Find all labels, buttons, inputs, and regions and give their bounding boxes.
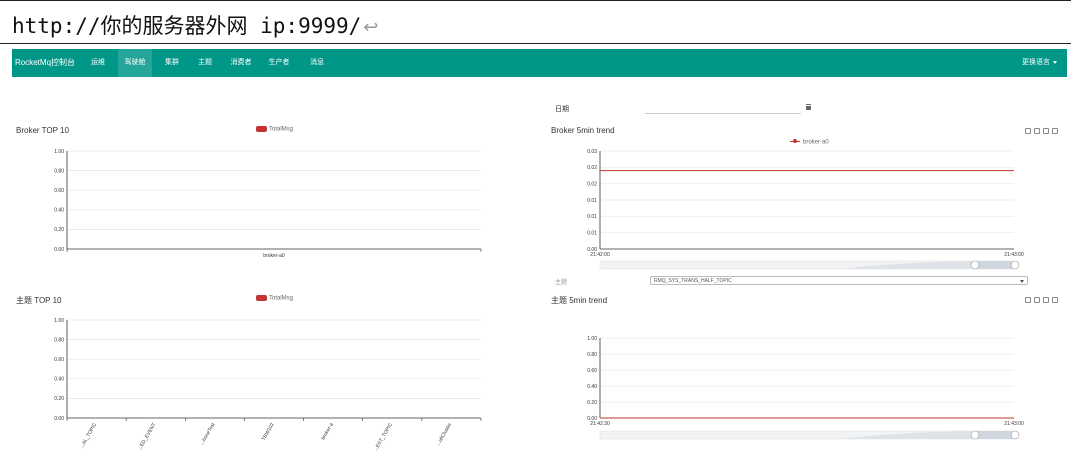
slider-selection bbox=[975, 431, 1015, 439]
x-tick-label: broker-a bbox=[320, 422, 335, 441]
x-tick-label: 21:42:00 bbox=[590, 252, 610, 258]
nav-item-topic[interactable]: 主题 bbox=[198, 59, 212, 66]
y-tick-label: 0.00 bbox=[54, 247, 64, 253]
x-tick-label: ...ED_EVENT bbox=[137, 422, 157, 451]
date-label: 日期 bbox=[555, 106, 569, 113]
x-tick-label: ...AL_TOPIC bbox=[79, 422, 99, 450]
return-icon: ↩ bbox=[363, 17, 379, 38]
x-tick-label: 21:43:00 bbox=[1004, 252, 1024, 258]
nav-item-message[interactable]: 消息 bbox=[310, 59, 324, 66]
zoom-reset-icon[interactable] bbox=[1034, 297, 1040, 303]
x-tick-label: 21:43:00 bbox=[1004, 421, 1024, 427]
x-tick-label: TBW102 bbox=[261, 422, 276, 442]
slider-handle-left bbox=[970, 260, 980, 270]
x-tick-label: 21:42:30 bbox=[590, 421, 610, 427]
y-tick-label: 0.02 bbox=[587, 181, 597, 187]
zoom-reset-icon[interactable] bbox=[1034, 128, 1040, 134]
url-value: http://你的服务器外网 ip:9999/ bbox=[12, 14, 362, 38]
y-tick-label: 0.40 bbox=[54, 377, 64, 383]
restore-icon[interactable] bbox=[1043, 128, 1049, 134]
legend-swatch bbox=[256, 295, 267, 301]
y-tick-label: 0.02 bbox=[587, 165, 597, 171]
broker-trend-legend[interactable]: broker-a0 bbox=[790, 139, 829, 146]
date-input[interactable] bbox=[645, 104, 801, 114]
slider-handle-right bbox=[1010, 260, 1020, 270]
url-text[interactable]: http://你的服务器外网 ip:9999/↩ bbox=[12, 10, 378, 40]
zoom-icon[interactable] bbox=[1025, 297, 1031, 303]
y-tick-label: 0.80 bbox=[587, 352, 597, 358]
y-tick-label: 0.01 bbox=[587, 230, 597, 236]
calendar-icon[interactable] bbox=[806, 104, 811, 110]
y-tick-label: 0.80 bbox=[54, 168, 64, 174]
broker-trend-title: Broker 5min trend bbox=[551, 126, 615, 135]
legend-label: TotalMsg bbox=[269, 126, 294, 133]
slider-preview bbox=[840, 431, 975, 439]
y-tick-label: 0.40 bbox=[587, 384, 597, 390]
url-bar[interactable]: http://你的服务器外网 ip:9999/↩ bbox=[0, 0, 1071, 44]
x-tick-label: ...honeTest bbox=[199, 421, 217, 446]
topic-select-label: 主题 bbox=[555, 280, 568, 286]
y-tick-label: 0.60 bbox=[54, 357, 64, 363]
y-tick-label: 1.00 bbox=[587, 336, 597, 342]
navbar: RocketMq控制台 运维 驾驶舱 集群 主题 消费者 生产者 消息 更换语言 bbox=[12, 49, 1067, 77]
download-icon[interactable] bbox=[1052, 297, 1058, 303]
nav-item-consumer[interactable]: 消费者 bbox=[230, 59, 252, 66]
chevron-down-icon bbox=[1020, 280, 1024, 283]
y-tick-label: 0.60 bbox=[54, 188, 64, 194]
chart-toolbox bbox=[1025, 128, 1061, 136]
nav-item-producer[interactable]: 生产者 bbox=[268, 59, 290, 66]
y-tick-label: 1.00 bbox=[54, 318, 64, 324]
y-tick-label: 0.00 bbox=[587, 247, 597, 253]
legend-label: TotalMsg bbox=[269, 295, 294, 302]
language-switcher[interactable]: 更换语言 bbox=[1022, 49, 1057, 77]
nav-item-cluster[interactable]: 集群 bbox=[165, 59, 179, 66]
y-tick-label: 0.00 bbox=[54, 416, 64, 422]
y-tick-label: 0.01 bbox=[587, 214, 597, 220]
broker-top10-title: Broker TOP 10 bbox=[16, 126, 69, 135]
caret-down-icon bbox=[1053, 60, 1057, 64]
zoom-icon[interactable] bbox=[1025, 128, 1031, 134]
y-tick-label: 0.20 bbox=[54, 227, 64, 233]
language-label: 更换语言 bbox=[1022, 59, 1050, 66]
topic-select-value: RMQ_SYS_TRANS_HALF_TOPIC bbox=[654, 278, 732, 284]
y-tick-label: 0.00 bbox=[587, 416, 597, 422]
legend-label: broker-a0 bbox=[803, 139, 829, 146]
nav-item-dashboard[interactable]: 驾驶舱 bbox=[118, 49, 152, 77]
y-tick-label: 0.20 bbox=[54, 396, 64, 402]
x-tick-label: ...ultCluster bbox=[435, 422, 453, 447]
chart-toolbox bbox=[1025, 297, 1061, 305]
y-tick-label: 0.80 bbox=[54, 337, 64, 343]
y-tick-label: 0.40 bbox=[54, 208, 64, 214]
topic-top10-legend[interactable]: TotalMsg bbox=[256, 295, 293, 302]
slider-selection bbox=[975, 261, 1015, 269]
brand-logo[interactable]: RocketMq控制台 bbox=[15, 58, 76, 67]
restore-icon[interactable] bbox=[1043, 297, 1049, 303]
legend-line-swatch bbox=[790, 139, 800, 145]
topic-trend-title: 主题 5min trend bbox=[551, 296, 608, 305]
nav-item-ops[interactable]: 运维 bbox=[91, 59, 105, 66]
y-tick-label: 0.03 bbox=[587, 149, 597, 155]
y-tick-label: 0.60 bbox=[587, 368, 597, 374]
legend-swatch bbox=[256, 126, 267, 132]
x-tick-label: broker-a0 bbox=[263, 253, 285, 259]
y-tick-label: 0.01 bbox=[587, 198, 597, 204]
slider-preview bbox=[840, 261, 975, 269]
download-icon[interactable] bbox=[1052, 128, 1058, 134]
y-tick-label: 0.20 bbox=[587, 400, 597, 406]
broker-top10-legend[interactable]: TotalMsg bbox=[256, 126, 293, 133]
topic-select[interactable]: RMQ_SYS_TRANS_HALF_TOPIC bbox=[650, 276, 1028, 285]
x-tick-label: ...EST_TOPIC bbox=[373, 422, 394, 453]
topic-top10-title: 主题 TOP 10 bbox=[16, 296, 62, 305]
slider-handle-left bbox=[970, 430, 980, 440]
slider-handle-right bbox=[1010, 430, 1020, 440]
y-tick-label: 1.00 bbox=[54, 149, 64, 155]
